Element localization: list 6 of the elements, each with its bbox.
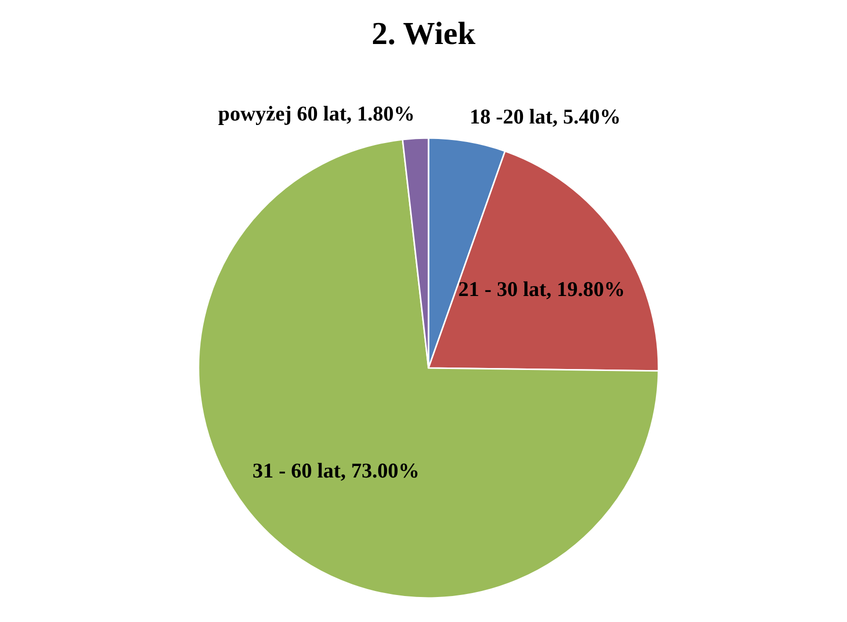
chart-title: 2. Wiek	[370, 14, 476, 53]
slice-label: 18 -20 lat, 5.40%	[470, 104, 621, 129]
pie-slice	[198, 138, 660, 599]
slice-label: powyżej 60 lat, 1.80%	[218, 102, 415, 126]
slice-label: 31 - 60 lat, 73.00%	[252, 458, 420, 482]
slice-label: 21 - 30 lat, 19.80%	[458, 277, 626, 302]
